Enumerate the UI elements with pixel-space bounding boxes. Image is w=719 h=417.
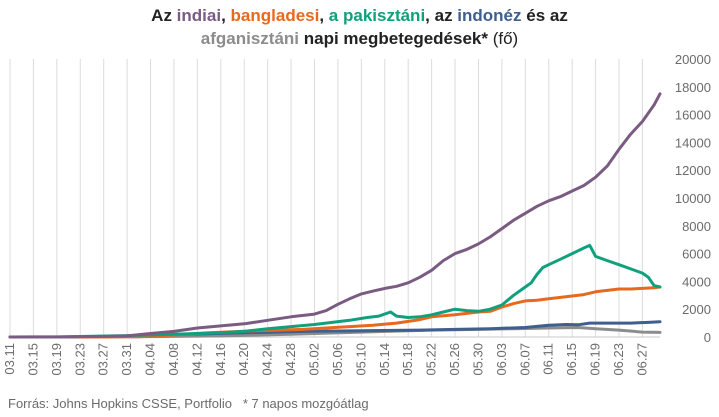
x-tick-label: 05.30 <box>470 343 485 376</box>
x-tick-label: 04.08 <box>166 343 181 376</box>
x-tick-label: 05.26 <box>447 343 462 376</box>
title-segment: , <box>221 6 231 25</box>
title-segment: indiai <box>176 6 222 25</box>
x-tick-label: 05.14 <box>377 343 392 376</box>
series-line-3 <box>8 243 662 339</box>
source-note: Forrás: Johns Hopkins CSSE, Portfolio * … <box>8 396 369 411</box>
x-tick-label: 05.06 <box>330 343 345 376</box>
x-tick-label: 06.27 <box>634 343 649 376</box>
x-tick-label: 04.28 <box>283 343 298 376</box>
title-segment: Az <box>151 6 177 25</box>
y-tick-label: 16000 <box>675 108 711 123</box>
x-tick-label: 04.16 <box>213 343 228 376</box>
x-tick-label: 06.11 <box>541 343 556 375</box>
y-tick-label: 2000 <box>682 302 711 317</box>
y-tick-label: 12000 <box>675 163 711 178</box>
y-tick-label: 8000 <box>682 219 711 234</box>
x-tick-label: 06.23 <box>611 343 626 376</box>
title-segment: bangladesi <box>230 6 320 25</box>
x-tick-label: 05.10 <box>353 343 368 376</box>
x-tick-label: 06.19 <box>588 343 603 376</box>
x-tick-label: 03.11 <box>2 343 17 375</box>
title-segment: , az <box>425 6 458 25</box>
x-tick-label: 05.02 <box>307 343 322 376</box>
x-tick-label: 03.15 <box>25 343 40 376</box>
x-tick-label: 03.27 <box>96 343 111 376</box>
x-tick-label: 04.20 <box>236 343 251 376</box>
title-segment: és az <box>521 6 568 25</box>
grid-lines <box>9 59 660 338</box>
title-segment: (fő) <box>487 29 519 48</box>
x-tick-label: 04.12 <box>189 343 204 376</box>
y-axis-ticks: 0 2000 4000 6000 8000 10000 12000 14000 16000 180… <box>675 52 711 345</box>
y-tick-label: 0 <box>704 330 711 345</box>
x-tick-label: 03.31 <box>119 343 134 376</box>
x-tick-label: 03.23 <box>72 343 87 376</box>
title-segment: napi megbetegedések* <box>299 29 488 48</box>
x-tick-label: 05.22 <box>424 343 439 376</box>
series-line-4 <box>8 92 662 339</box>
title-segment: afganisztáni <box>200 29 300 48</box>
title-segment: indonéz <box>457 6 522 25</box>
x-tick-label: 04.04 <box>143 343 158 376</box>
x-tick-label: 06.03 <box>494 343 509 376</box>
series-lines <box>8 92 662 339</box>
y-tick-label: 20000 <box>675 52 711 67</box>
y-tick-label: 14000 <box>675 135 711 150</box>
y-tick-label: 4000 <box>682 274 711 289</box>
title-segment: , <box>319 6 329 25</box>
series-line-2 <box>8 285 662 339</box>
y-tick-label: 6000 <box>682 247 711 262</box>
x-tick-label: 04.24 <box>260 343 275 376</box>
chart-title: Az indiai, bangladesi, a pakisztáni, az … <box>0 4 719 50</box>
y-tick-label: 18000 <box>675 80 711 95</box>
x-tick-label: 06.15 <box>564 343 579 376</box>
x-tick-label: 05.18 <box>400 343 415 376</box>
y-tick-label: 10000 <box>675 191 711 206</box>
x-tick-label: 03.19 <box>49 343 64 376</box>
title-segment: a pakisztáni <box>328 6 426 25</box>
x-tick-label: 06.07 <box>517 343 532 376</box>
x-axis-ticks: 03.11 03.15 03.19 03.23 03.27 03.31 04.04 04.08… <box>2 343 649 376</box>
